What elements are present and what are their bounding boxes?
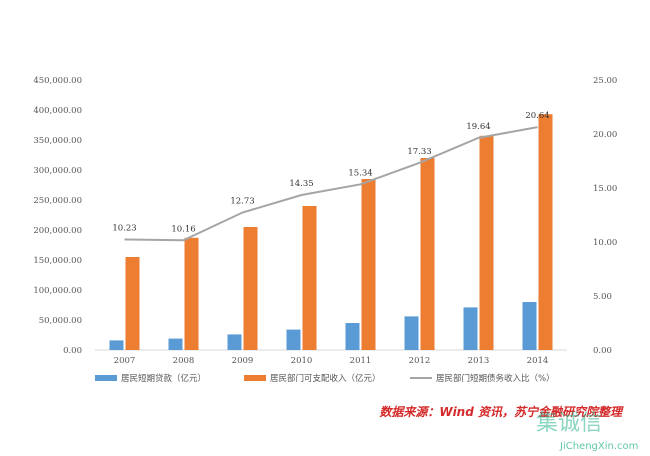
bar-short-term-loan bbox=[227, 334, 242, 350]
right-tick-label: 20.00 bbox=[593, 130, 617, 140]
right-tick-label: 15.00 bbox=[593, 184, 617, 194]
bar-series bbox=[109, 114, 553, 350]
bar-short-term-loan bbox=[463, 307, 478, 350]
left-tick-label: 50,000.00 bbox=[39, 316, 82, 326]
left-tick-label: 300,000.00 bbox=[33, 166, 82, 176]
right-tick-label: 5.00 bbox=[593, 292, 612, 302]
legend-label: 居民部门短期债务收入比（%） bbox=[436, 373, 555, 384]
left-axis-ticks: 0.00 50,000.00 100,000.00 150,000.00 200,000… bbox=[33, 76, 82, 356]
bar-short-term-loan bbox=[168, 338, 183, 350]
source-note: 数据来源：Wind 资讯，苏宁金融研究院整理 bbox=[379, 405, 624, 419]
legend-label: 居民部门可支配收入（亿元） bbox=[270, 373, 381, 384]
watermark-url: JiChengXin.com bbox=[559, 441, 638, 452]
legend: 居民短期贷款（亿元） 居民部门可支配收入（亿元） 居民部门短期债务收入比（%） bbox=[95, 373, 555, 384]
bar-disposable-income bbox=[125, 257, 140, 350]
x-tick-label: 2011 bbox=[350, 356, 372, 366]
right-tick-label: 25.00 bbox=[593, 76, 617, 86]
watermark-mark: 集诚信 bbox=[536, 411, 602, 436]
legend-swatch-bar bbox=[95, 375, 117, 381]
left-tick-label: 400,000.00 bbox=[33, 106, 82, 116]
left-tick-label: 250,000.00 bbox=[33, 196, 82, 206]
bar-short-term-loan bbox=[404, 316, 419, 350]
bar-short-term-loan bbox=[345, 323, 360, 350]
bar-short-term-loan bbox=[522, 302, 537, 350]
left-tick-label: 100,000.00 bbox=[33, 286, 82, 296]
x-tick-label: 2012 bbox=[409, 356, 431, 366]
watermark-logo: 集诚信 JiChengXin.com bbox=[536, 411, 638, 452]
ratio-data-label: 10.23 bbox=[112, 224, 136, 234]
x-tick-label: 2014 bbox=[527, 356, 549, 366]
ratio-data-label: 14.35 bbox=[289, 179, 313, 189]
line-series: 10.23 10.16 12.73 14.35 15.34 17.33 19.64 20.64 bbox=[112, 111, 550, 242]
left-tick-label: 0.00 bbox=[63, 346, 82, 356]
right-tick-label: 0.00 bbox=[593, 346, 612, 356]
legend-swatch-bar bbox=[244, 375, 266, 381]
x-axis-ticks: 2007 2008 2009 2010 2011 2012 2013 2014 bbox=[114, 356, 549, 366]
x-tick-label: 2013 bbox=[468, 356, 490, 366]
right-tick-label: 10.00 bbox=[593, 238, 617, 248]
ratio-line bbox=[124, 126, 538, 242]
ratio-data-label: 17.33 bbox=[407, 147, 431, 157]
left-tick-label: 150,000.00 bbox=[33, 256, 82, 266]
x-tick-label: 2007 bbox=[114, 356, 136, 366]
bar-disposable-income bbox=[243, 227, 258, 350]
bar-disposable-income bbox=[479, 135, 494, 350]
ratio-data-label: 19.64 bbox=[466, 122, 490, 132]
bar-disposable-income bbox=[184, 237, 199, 350]
x-tick-label: 2008 bbox=[173, 356, 195, 366]
legend-label: 居民短期贷款（亿元） bbox=[121, 373, 206, 384]
left-tick-label: 450,000.00 bbox=[33, 76, 82, 86]
bar-disposable-income bbox=[302, 206, 317, 350]
bar-short-term-loan bbox=[286, 329, 301, 350]
ratio-data-label: 20.64 bbox=[525, 111, 549, 121]
x-tick-label: 2009 bbox=[232, 356, 254, 366]
left-tick-label: 200,000.00 bbox=[33, 226, 82, 236]
left-tick-label: 350,000.00 bbox=[33, 136, 82, 146]
right-axis-ticks: 0.00 5.00 10.00 15.00 20.00 25.00 bbox=[593, 76, 617, 356]
bar-disposable-income bbox=[538, 114, 553, 350]
x-tick-label: 2010 bbox=[291, 356, 313, 366]
bar-disposable-income bbox=[420, 158, 435, 350]
bar-disposable-income bbox=[361, 179, 376, 350]
bar-short-term-loan bbox=[109, 340, 124, 350]
ratio-data-label: 15.34 bbox=[348, 168, 372, 178]
ratio-data-label: 10.16 bbox=[171, 224, 195, 234]
ratio-data-label: 12.73 bbox=[230, 197, 254, 207]
